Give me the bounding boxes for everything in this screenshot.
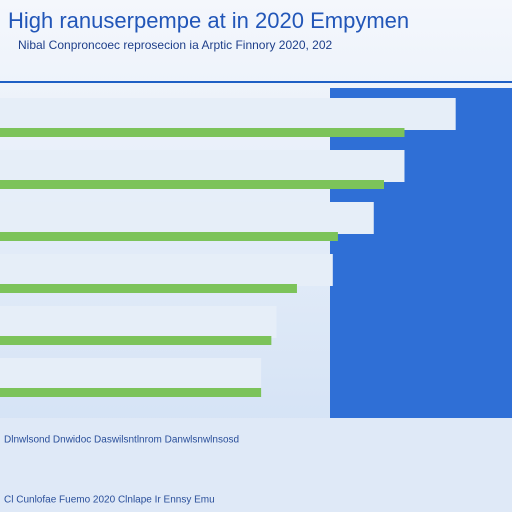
bar bbox=[0, 128, 405, 137]
bar bbox=[0, 232, 338, 241]
bar bbox=[0, 254, 333, 286]
bar bbox=[0, 336, 272, 345]
bar bbox=[0, 388, 262, 397]
bar bbox=[0, 98, 456, 130]
bar bbox=[0, 202, 374, 234]
footer-text: Cl Cunlofae Fuemo 2020 Clnlape Ir Ennsy … bbox=[4, 495, 215, 506]
footer-text: Dlnwlsond Dnwidoc Daswilsntlnrom Danwlsn… bbox=[4, 435, 239, 446]
chart-subtitle: Nibal Conproncoec reprosecion ia Arptic … bbox=[18, 38, 333, 52]
panel bbox=[330, 88, 512, 418]
chart-title: High ranuserpempe at in 2020 Empymen bbox=[8, 8, 409, 33]
bar bbox=[0, 180, 384, 189]
bar bbox=[0, 358, 262, 390]
bar bbox=[0, 150, 405, 182]
bar bbox=[0, 306, 277, 338]
bar bbox=[0, 284, 297, 293]
footer-panel bbox=[0, 418, 512, 512]
